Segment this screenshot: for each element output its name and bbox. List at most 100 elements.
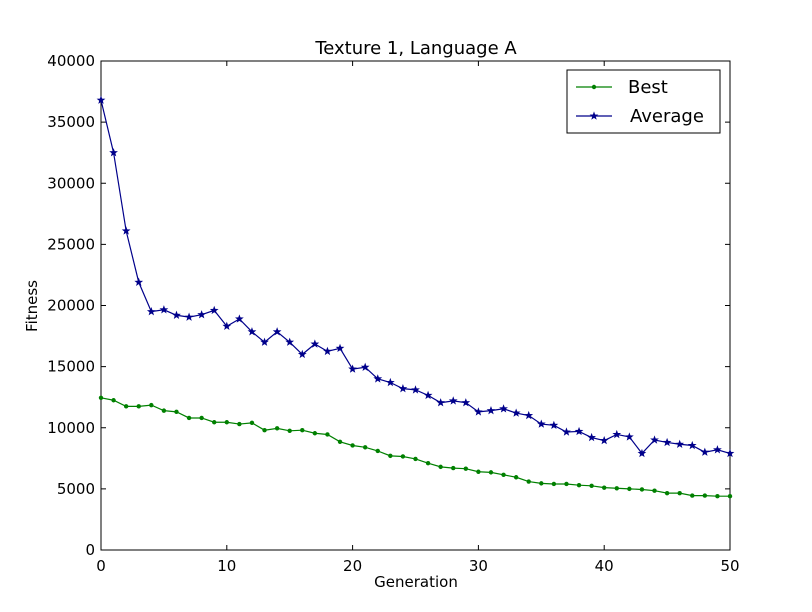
y-tick-label: 30000 xyxy=(47,174,95,192)
data-point-average xyxy=(486,406,496,415)
data-point-average xyxy=(247,327,257,336)
x-tick-label: 20 xyxy=(343,557,362,575)
x-axis: 0 10 20 30 40 50 xyxy=(96,61,740,575)
data-point-best xyxy=(300,427,305,433)
data-point-average xyxy=(423,390,433,400)
y-tick-label: 10000 xyxy=(47,419,95,437)
data-point-average xyxy=(675,439,685,448)
data-point-average xyxy=(348,364,357,373)
data-point-best xyxy=(715,494,720,499)
data-point-average xyxy=(121,226,131,235)
data-point-best xyxy=(224,420,229,425)
series-best xyxy=(98,395,733,499)
data-point-best xyxy=(614,486,619,491)
x-tick-label: 30 xyxy=(469,557,488,575)
data-point-average xyxy=(448,396,458,405)
data-point-best xyxy=(652,488,657,493)
data-point-average xyxy=(109,148,118,157)
data-point-best xyxy=(539,481,544,486)
y-tick-label: 40000 xyxy=(47,52,95,70)
y-axis-label: Fitness xyxy=(23,280,41,332)
data-point-best xyxy=(174,409,179,415)
data-point-average xyxy=(524,410,534,420)
data-point-best xyxy=(602,485,607,490)
y-tick-label: 5000 xyxy=(57,480,95,498)
axes-frame xyxy=(100,60,731,551)
data-point-average xyxy=(235,314,244,323)
data-point-average xyxy=(335,343,345,353)
data-point-average xyxy=(587,432,596,442)
data-point-best xyxy=(287,428,292,434)
data-point-average xyxy=(549,420,559,430)
data-point-best xyxy=(212,420,217,425)
data-point-best xyxy=(388,453,393,459)
data-point-best xyxy=(526,479,531,484)
data-point-average xyxy=(725,448,735,458)
data-point-best xyxy=(186,415,192,421)
data-point-best xyxy=(375,448,380,454)
y-axis: 0 5000 10000 15000 20000 25000 30000 35000 40000 xyxy=(47,52,730,559)
data-point-average xyxy=(474,407,483,416)
data-point-average xyxy=(134,277,144,286)
legend-best-marker xyxy=(591,84,597,90)
data-point-average xyxy=(222,321,232,330)
data-point-average xyxy=(360,362,370,371)
legend-average-label: Average xyxy=(630,106,704,127)
data-point-average xyxy=(285,337,295,346)
data-point-best xyxy=(400,454,406,459)
data-point-average xyxy=(272,327,282,336)
data-point-best xyxy=(488,470,494,475)
data-point-average xyxy=(184,312,194,321)
legend-box xyxy=(566,69,721,134)
data-point-best xyxy=(249,420,255,426)
data-point-best xyxy=(463,466,469,471)
data-point-average xyxy=(172,310,181,319)
legend: Best Average xyxy=(566,69,721,134)
data-point-average xyxy=(650,435,659,444)
data-point-best xyxy=(325,432,330,437)
data-point-average xyxy=(511,408,521,417)
data-point-best xyxy=(111,398,116,403)
y-tick-label: 20000 xyxy=(47,297,95,315)
data-point-best xyxy=(551,481,557,487)
data-point-best xyxy=(312,431,318,436)
data-point-average xyxy=(700,447,710,456)
data-point-best xyxy=(476,469,481,474)
data-point-average xyxy=(713,445,722,454)
data-point-best xyxy=(262,427,267,433)
data-point-average xyxy=(637,448,647,458)
data-point-average xyxy=(385,377,395,387)
data-point-best xyxy=(161,408,167,413)
data-point-best xyxy=(727,494,733,499)
data-point-best xyxy=(501,472,506,478)
data-point-average xyxy=(687,440,697,450)
data-point-best xyxy=(438,464,443,470)
data-point-average xyxy=(159,305,169,314)
data-point-best xyxy=(123,404,129,409)
data-point-average xyxy=(209,305,219,315)
data-point-average xyxy=(197,310,207,319)
data-point-average xyxy=(499,404,508,413)
data-point-best xyxy=(576,483,582,488)
data-point-average xyxy=(562,427,571,436)
data-point-best xyxy=(564,481,569,487)
x-tick-label: 40 xyxy=(595,557,614,575)
plot-area: 0 10 20 30 40 50 0 5000 10000 15000 20000 25000 300… xyxy=(47,52,739,575)
data-point-average xyxy=(461,398,471,407)
data-point-best xyxy=(199,415,204,421)
data-point-average xyxy=(96,95,106,104)
series-average xyxy=(96,95,735,458)
data-point-best xyxy=(425,461,431,466)
y-tick-label: 25000 xyxy=(47,235,95,253)
data-point-best xyxy=(362,445,368,450)
data-point-average xyxy=(297,349,307,359)
data-point-best xyxy=(627,486,632,492)
data-point-average xyxy=(599,435,609,445)
x-tick-label: 0 xyxy=(96,557,106,575)
data-point-best xyxy=(98,395,104,400)
data-point-best xyxy=(589,483,594,489)
x-axis-label: Generation xyxy=(374,573,458,591)
data-point-best xyxy=(664,490,670,496)
data-point-best xyxy=(451,465,456,471)
